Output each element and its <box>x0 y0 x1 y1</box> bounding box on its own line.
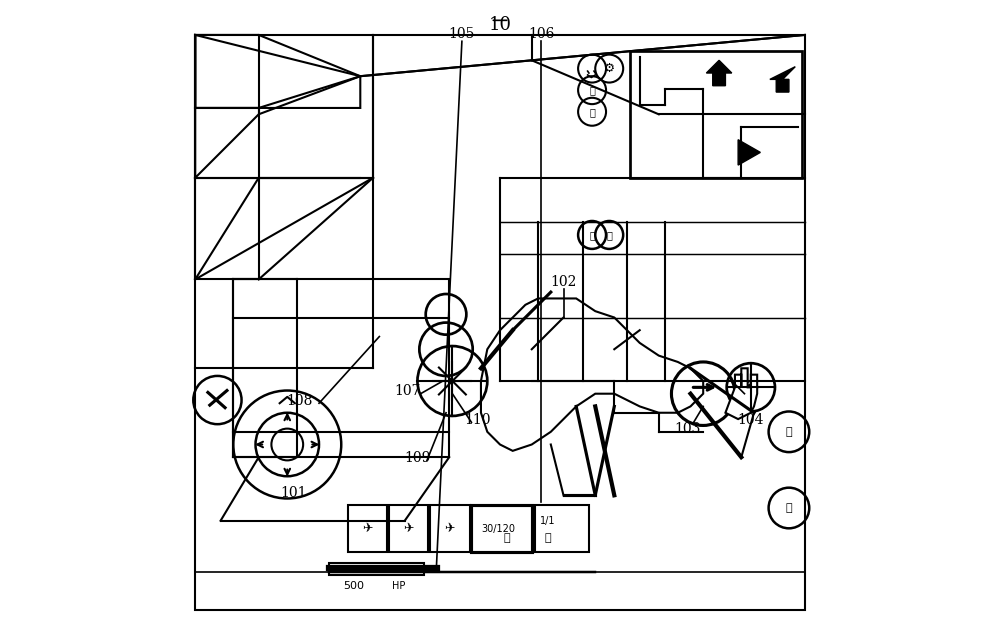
Circle shape <box>748 384 754 391</box>
Bar <box>389 505 428 552</box>
Text: 🚶: 🚶 <box>786 503 792 513</box>
Bar <box>430 505 470 552</box>
Text: 103: 103 <box>674 422 701 436</box>
Text: 30/120: 30/120 <box>481 524 515 533</box>
Text: 102: 102 <box>550 275 577 289</box>
Text: 🔫: 🔫 <box>503 533 510 543</box>
Text: 106: 106 <box>528 27 554 41</box>
Text: 10: 10 <box>488 16 512 34</box>
Text: 🏃: 🏃 <box>786 427 792 437</box>
Text: 🔫: 🔫 <box>544 533 551 543</box>
Text: 105: 105 <box>449 27 475 41</box>
Polygon shape <box>706 60 732 86</box>
Text: 1/1: 1/1 <box>540 516 555 526</box>
Text: 104: 104 <box>738 413 764 427</box>
Polygon shape <box>738 140 760 165</box>
Text: ⚙: ⚙ <box>604 62 615 75</box>
Bar <box>630 51 802 178</box>
Text: ✈: ✈ <box>403 522 414 535</box>
Text: 💬: 💬 <box>606 230 612 240</box>
Text: 110: 110 <box>465 413 491 427</box>
Polygon shape <box>725 368 757 419</box>
Text: 107: 107 <box>395 384 421 398</box>
Text: 🏃: 🏃 <box>589 230 595 240</box>
Text: 101: 101 <box>280 486 307 500</box>
Bar <box>471 505 532 552</box>
Bar <box>535 505 589 552</box>
Polygon shape <box>770 67 795 92</box>
Text: 🎤: 🎤 <box>589 107 595 117</box>
Text: 🔊: 🔊 <box>589 85 595 95</box>
Bar <box>329 563 424 575</box>
Bar <box>348 505 387 552</box>
Text: 109: 109 <box>404 451 431 465</box>
Text: ✈: ✈ <box>362 522 373 535</box>
Text: 108: 108 <box>287 394 313 408</box>
Text: ✈: ✈ <box>445 522 455 535</box>
Text: 500: 500 <box>343 581 364 591</box>
Text: HP: HP <box>392 581 405 591</box>
